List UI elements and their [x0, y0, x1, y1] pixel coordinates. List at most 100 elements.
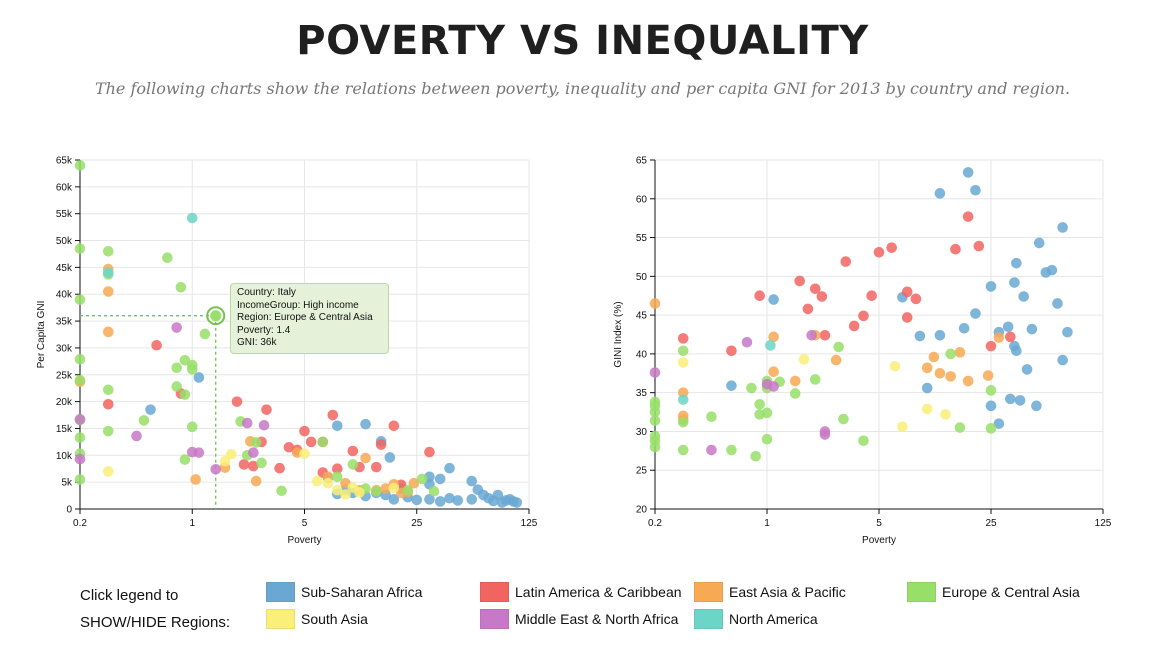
data-point[interactable] — [424, 494, 435, 505]
data-point[interactable] — [1062, 326, 1073, 338]
legend-item-middle-east-north-africa[interactable]: Middle East & North Africa — [480, 609, 678, 629]
data-point[interactable] — [1057, 354, 1068, 366]
data-point[interactable] — [754, 399, 765, 410]
data-point[interactable] — [649, 415, 661, 426]
data-point[interactable] — [1052, 298, 1063, 309]
data-point[interactable] — [199, 328, 211, 340]
data-point[interactable] — [179, 389, 191, 400]
data-point[interactable] — [219, 455, 231, 467]
data-point[interactable] — [768, 381, 779, 392]
data-point[interactable] — [677, 416, 689, 428]
data-point[interactable] — [840, 256, 852, 267]
data-point[interactable] — [102, 267, 114, 279]
data-point[interactable] — [331, 463, 343, 475]
data-point[interactable] — [798, 354, 810, 365]
data-point[interactable] — [833, 341, 844, 353]
data-point[interactable] — [171, 362, 182, 374]
data-point[interactable] — [74, 160, 86, 171]
data-point[interactable] — [934, 188, 946, 199]
legend-item-europe-central-asia[interactable]: Europe & Central Asia — [907, 582, 1080, 602]
data-point[interactable] — [970, 184, 981, 196]
data-point[interactable] — [261, 404, 272, 415]
data-point[interactable] — [171, 322, 182, 333]
data-point[interactable] — [102, 245, 114, 257]
data-point[interactable] — [934, 367, 946, 379]
data-point[interactable] — [175, 281, 187, 293]
data-point[interactable] — [74, 414, 86, 425]
data-point[interactable] — [347, 482, 359, 493]
data-point[interactable] — [768, 366, 779, 378]
data-point[interactable] — [74, 374, 86, 386]
data-point[interactable] — [283, 441, 295, 453]
data-point[interactable] — [809, 374, 821, 385]
data-point[interactable] — [1033, 237, 1045, 249]
data-point[interactable] — [331, 471, 343, 483]
data-point[interactable] — [858, 310, 869, 322]
data-point[interactable] — [375, 439, 387, 450]
data-point[interactable] — [384, 452, 396, 463]
data-point[interactable] — [186, 364, 198, 375]
data-point[interactable] — [380, 483, 391, 494]
data-point[interactable] — [897, 421, 908, 433]
data-point[interactable] — [488, 495, 499, 507]
data-point[interactable] — [186, 421, 198, 433]
data-point[interactable] — [768, 294, 779, 305]
data-point[interactable] — [746, 382, 757, 394]
data-point[interactable] — [866, 290, 877, 302]
data-point[interactable] — [274, 462, 285, 474]
data-point[interactable] — [677, 444, 689, 456]
data-point[interactable] — [985, 400, 997, 412]
data-point[interactable] — [819, 426, 831, 437]
data-point[interactable] — [914, 330, 926, 342]
data-point[interactable] — [347, 445, 359, 457]
data-point[interactable] — [962, 211, 974, 222]
data-point[interactable] — [322, 477, 334, 489]
data-point[interactable] — [102, 286, 114, 297]
data-point[interactable] — [677, 333, 689, 344]
data-point[interactable] — [726, 345, 737, 357]
data-point[interactable] — [434, 496, 446, 507]
data-point[interactable] — [248, 447, 259, 458]
data-point[interactable] — [886, 242, 897, 253]
data-point[interactable] — [186, 212, 198, 224]
data-point[interactable] — [411, 494, 423, 506]
data-point[interactable] — [649, 396, 661, 408]
data-point[interactable] — [706, 411, 717, 423]
data-point[interactable] — [317, 436, 329, 448]
data-point[interactable] — [830, 354, 842, 366]
data-point[interactable] — [816, 291, 828, 302]
data-point[interactable] — [993, 332, 1005, 343]
data-point[interactable] — [677, 394, 689, 405]
data-point[interactable] — [649, 367, 661, 378]
data-point[interactable] — [250, 475, 262, 487]
data-point[interactable] — [754, 290, 765, 302]
data-point[interactable] — [360, 418, 371, 430]
data-point[interactable] — [74, 353, 86, 365]
data-point[interactable] — [889, 360, 901, 372]
data-point[interactable] — [794, 275, 806, 287]
data-point[interactable] — [819, 329, 831, 341]
data-point[interactable] — [452, 495, 464, 506]
data-point[interactable] — [934, 329, 946, 341]
data-point[interactable] — [1002, 321, 1014, 333]
data-point[interactable] — [241, 417, 253, 429]
data-point[interactable] — [982, 370, 994, 381]
data-point[interactable] — [138, 415, 150, 426]
data-point[interactable] — [958, 322, 970, 334]
data-point[interactable] — [928, 351, 940, 363]
data-point[interactable] — [1018, 291, 1030, 302]
data-point[interactable] — [765, 340, 776, 351]
data-point[interactable] — [726, 444, 737, 456]
data-point[interactable] — [921, 382, 933, 394]
data-point[interactable] — [1057, 222, 1068, 233]
data-point[interactable] — [256, 457, 267, 469]
data-point[interactable] — [74, 294, 86, 305]
data-point[interactable] — [102, 425, 114, 437]
data-point[interactable] — [806, 329, 817, 341]
legend-item-south-asia[interactable]: South Asia — [266, 609, 368, 629]
data-point[interactable] — [466, 475, 478, 487]
data-point[interactable] — [962, 167, 974, 178]
data-point[interactable] — [1011, 345, 1022, 357]
data-point[interactable] — [945, 371, 956, 382]
data-point[interactable] — [985, 423, 997, 434]
